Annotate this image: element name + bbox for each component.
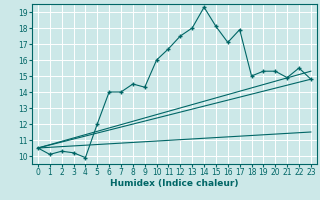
X-axis label: Humidex (Indice chaleur): Humidex (Indice chaleur) [110,179,239,188]
